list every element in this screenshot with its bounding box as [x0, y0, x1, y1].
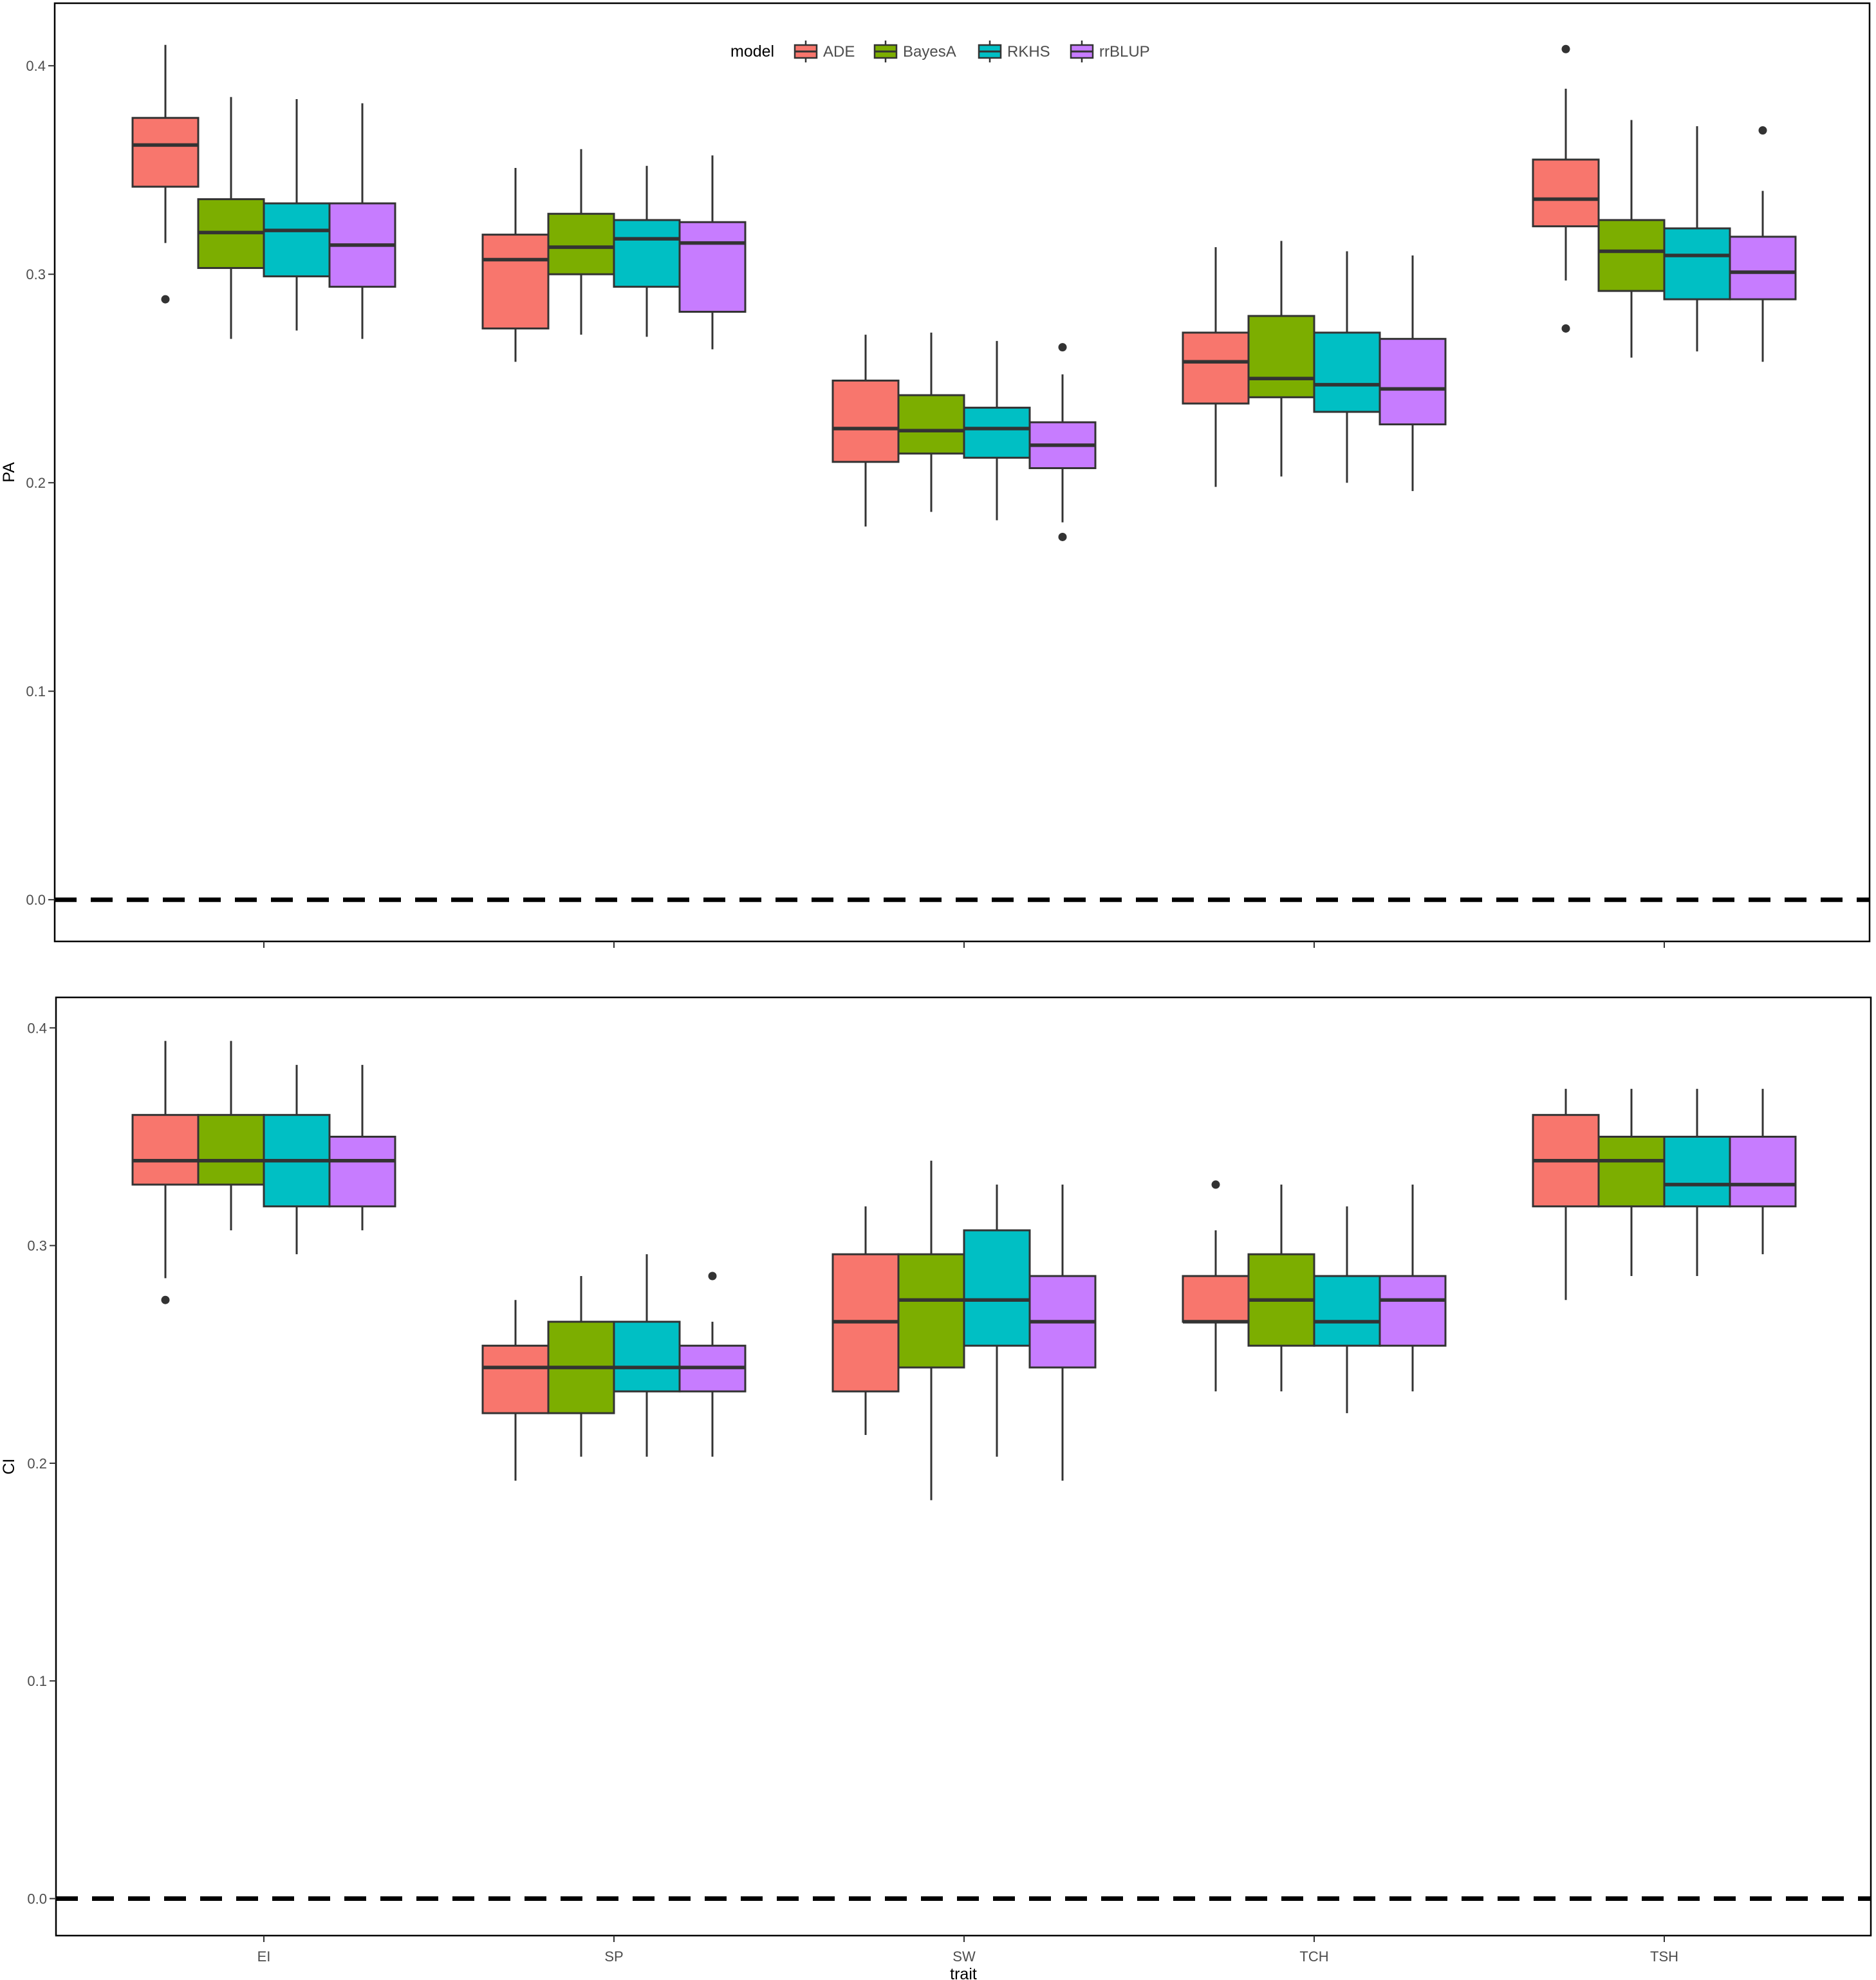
box	[1729, 1136, 1797, 1208]
outlier-point	[708, 1272, 717, 1281]
box	[963, 407, 1031, 459]
legend-item-rkhs: RKHS	[978, 41, 1050, 62]
series-rkhs	[263, 1064, 1731, 1457]
box	[1597, 219, 1666, 292]
y-axis-title: PA	[0, 462, 18, 483]
y-axis-title: CI	[0, 1459, 18, 1475]
y-tick-label: 0.2	[27, 1456, 47, 1472]
series-rrblup	[328, 1064, 1797, 1481]
box	[1729, 236, 1797, 301]
outlier-point	[161, 295, 170, 304]
outlier-point	[161, 1295, 170, 1304]
box	[1247, 315, 1315, 398]
series-rrblup	[328, 103, 1797, 541]
box	[613, 219, 681, 288]
y-tick-label: 0.3	[27, 1238, 47, 1254]
box	[1379, 338, 1447, 425]
x-tick-label: TSH	[1650, 1948, 1678, 1965]
outlier-point	[1561, 44, 1570, 53]
box	[131, 1114, 200, 1186]
box	[131, 116, 200, 188]
y-tick-label: 0.1	[26, 683, 46, 699]
box	[481, 234, 550, 329]
outlier-point	[1758, 126, 1767, 135]
box	[1597, 1136, 1666, 1208]
series-rkhs	[263, 99, 1731, 521]
legend-label: ADE	[823, 43, 855, 60]
box	[831, 379, 900, 463]
box	[263, 202, 331, 277]
legend-item-bayesa: BayesA	[873, 41, 956, 62]
y-tick-label: 0.0	[27, 1891, 47, 1907]
box	[481, 1344, 550, 1414]
x-tick-label: SW	[952, 1948, 976, 1965]
box	[963, 1229, 1031, 1347]
legend: model ADE BayesA RKHS rrBLUP	[730, 41, 1150, 62]
y-tick-label: 0.4	[27, 1020, 47, 1036]
box	[1182, 331, 1250, 405]
box	[1313, 331, 1381, 413]
x-tick-label: SP	[604, 1948, 623, 1965]
x-tick-label: EI	[257, 1948, 271, 1965]
box	[1182, 1275, 1250, 1323]
panel-border	[53, 2, 1871, 943]
box	[1379, 1275, 1447, 1347]
legend-item-rrblup: rrBLUP	[1070, 41, 1150, 62]
box	[547, 212, 615, 275]
legend-label: RKHS	[1007, 43, 1050, 60]
y-tick-label: 0.3	[26, 266, 46, 282]
box	[1313, 1275, 1381, 1347]
y-tick-label: 0.1	[27, 1673, 47, 1689]
x-tick-label: TCH	[1299, 1948, 1328, 1965]
box	[197, 1114, 265, 1186]
outlier-point	[1561, 324, 1570, 333]
outlier-point	[1058, 532, 1067, 541]
x-axis-title: trait	[950, 1965, 977, 1980]
panel-ci: 0.0 0.1 0.2 0.3 0.4 CI EI SP SW TCH TSH trait	[0, 996, 1872, 1980]
series-bayesa	[197, 97, 1666, 512]
box	[897, 1253, 965, 1369]
box	[1532, 158, 1600, 228]
outlier-point	[1058, 343, 1067, 352]
box	[1663, 227, 1731, 301]
box	[678, 221, 747, 313]
panel-pa: 0.0 0.1 0.2 0.3 0.4 PA	[0, 2, 1871, 948]
box	[613, 1320, 681, 1392]
y-tick-label: 0.4	[26, 58, 46, 74]
y-tick-label: 0.2	[26, 475, 46, 491]
legend-label: BayesA	[903, 43, 956, 60]
legend-item-ade: ADE	[794, 41, 855, 62]
series-bayesa	[197, 1041, 1666, 1501]
series-ade	[131, 44, 1600, 527]
y-tick-label: 0.0	[26, 892, 46, 908]
box	[328, 1136, 396, 1208]
box	[897, 394, 965, 455]
box	[1663, 1136, 1731, 1208]
legend-title: model	[730, 42, 774, 60]
outlier-point	[1211, 1180, 1220, 1189]
legend-label: rrBLUP	[1099, 43, 1150, 60]
